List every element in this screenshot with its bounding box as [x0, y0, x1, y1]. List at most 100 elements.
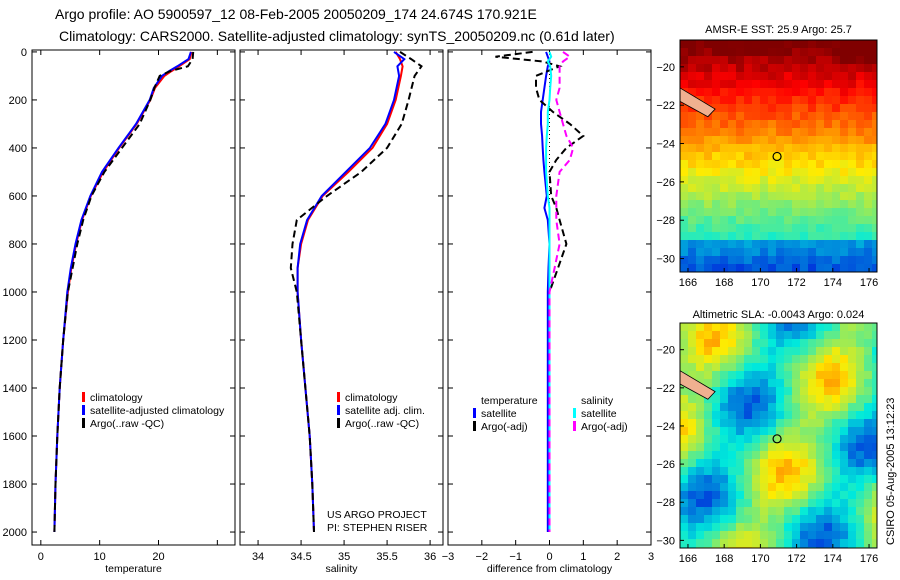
map-cell	[680, 451, 688, 459]
map-cell	[840, 419, 848, 427]
map-cell	[832, 507, 840, 515]
map-cell	[712, 435, 720, 443]
map-cell	[792, 403, 800, 411]
x-tick-label: 3	[648, 551, 654, 563]
map-cell	[808, 56, 816, 64]
map-cell	[768, 443, 776, 451]
map-cell	[696, 491, 704, 499]
map-frame	[679, 39, 878, 273]
map-cell	[680, 499, 688, 507]
map-cell	[720, 467, 728, 475]
legend-swatch	[82, 418, 85, 428]
map-cell	[768, 216, 776, 224]
map-cell	[872, 427, 877, 435]
x-tick-label: 170	[751, 277, 769, 289]
map-cell	[824, 531, 832, 539]
map-cell	[680, 331, 688, 339]
map-cell	[856, 451, 864, 459]
map-cell	[688, 40, 696, 48]
map-cell	[704, 475, 712, 483]
map-cell	[816, 208, 824, 216]
map-cell	[784, 475, 792, 483]
map-cell	[856, 523, 864, 531]
map-cell	[728, 419, 736, 427]
map-cell	[792, 395, 800, 403]
map-cell	[832, 371, 840, 379]
map-cell	[688, 232, 696, 240]
map-cell	[680, 403, 688, 411]
x-tick-label: −1	[509, 551, 522, 563]
map-cell	[728, 240, 736, 248]
map-cell	[808, 475, 816, 483]
map-cell	[872, 515, 877, 523]
map-cell	[696, 363, 704, 371]
map-cell	[776, 168, 784, 176]
map-cell	[696, 232, 704, 240]
map-cell	[864, 128, 872, 136]
map-cell	[688, 419, 696, 427]
map-cell	[808, 128, 816, 136]
map-cell	[800, 56, 808, 64]
map-cell	[872, 160, 877, 168]
map-cell	[760, 40, 768, 48]
map-cell	[784, 136, 792, 144]
map-cell	[808, 451, 816, 459]
map-cell	[704, 347, 712, 355]
map-cell	[872, 200, 877, 208]
map-cell	[864, 152, 872, 160]
map-cell	[744, 40, 752, 48]
map-cell	[736, 128, 744, 136]
map-cell	[816, 56, 824, 64]
map-cell	[728, 499, 736, 507]
map-cell	[816, 240, 824, 248]
map-cell	[816, 264, 824, 272]
map-cell	[824, 419, 832, 427]
map-cell	[872, 144, 877, 152]
map-cell	[728, 539, 736, 547]
map-cell	[832, 208, 840, 216]
map-cell	[816, 491, 824, 499]
map-cell	[712, 192, 720, 200]
map-cell	[800, 395, 808, 403]
map-cell	[768, 96, 776, 104]
x-tick-label: 168	[715, 277, 733, 289]
map-cell	[752, 40, 760, 48]
map-cell	[808, 136, 816, 144]
map-cell	[704, 411, 712, 419]
map-cell	[680, 160, 688, 168]
map-cell	[776, 403, 784, 411]
map-cell	[856, 216, 864, 224]
map-cell	[776, 104, 784, 112]
map-cell	[808, 216, 816, 224]
map-cell	[776, 331, 784, 339]
map-cell	[824, 224, 832, 232]
map-cell	[816, 160, 824, 168]
map-cell	[760, 160, 768, 168]
map-cell	[712, 491, 720, 499]
map-cell	[816, 120, 824, 128]
map-cell	[712, 403, 720, 411]
map-cell	[712, 256, 720, 264]
map-cell	[760, 176, 768, 184]
map-cell	[872, 216, 877, 224]
map-cell	[864, 443, 872, 451]
map-cell	[776, 192, 784, 200]
map-cell	[832, 56, 840, 64]
map-cell	[824, 136, 832, 144]
map-cell	[728, 56, 736, 64]
map-cell	[688, 264, 696, 272]
map-cell	[752, 435, 760, 443]
legend-swatch	[473, 408, 476, 418]
map-cell	[808, 176, 816, 184]
map-cell	[792, 371, 800, 379]
map-cell	[768, 459, 776, 467]
map-cell	[848, 192, 856, 200]
map-cell	[800, 523, 808, 531]
map-cell	[840, 515, 848, 523]
map-cell	[832, 403, 840, 411]
map-cell	[688, 184, 696, 192]
map-cell	[720, 483, 728, 491]
map-cell	[784, 160, 792, 168]
map-cell	[704, 363, 712, 371]
